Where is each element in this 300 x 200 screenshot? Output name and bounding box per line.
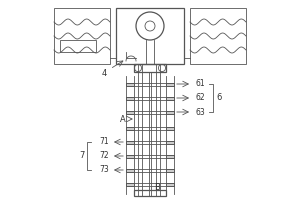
Text: A: A [120,114,126,123]
Bar [54,8,110,64]
Bar [166,127,174,130]
Bar [166,169,174,172]
Bar [126,183,134,186]
Bar [126,141,134,144]
Text: 6: 6 [216,94,221,102]
Text: 62: 62 [196,94,206,102]
Bar [126,111,134,114]
Bar [126,97,134,100]
Text: B: B [154,182,160,192]
Text: 4: 4 [101,68,106,77]
Text: 63: 63 [196,108,206,116]
Bar [166,111,174,114]
Text: 7: 7 [80,152,85,160]
Bar [166,97,174,100]
Bar [134,64,166,72]
Text: 71: 71 [99,138,109,146]
Bar [134,190,166,196]
Bar [116,8,184,64]
Text: 61: 61 [196,79,206,88]
Bar [126,127,134,130]
Text: 72: 72 [99,152,109,160]
Bar [166,155,174,158]
Bar [126,83,134,86]
Bar [190,8,246,64]
Bar [166,183,174,186]
Text: 73: 73 [99,166,109,174]
Bar [126,155,134,158]
Bar [60,40,96,52]
Bar [166,141,174,144]
Bar [126,169,134,172]
Bar [166,83,174,86]
